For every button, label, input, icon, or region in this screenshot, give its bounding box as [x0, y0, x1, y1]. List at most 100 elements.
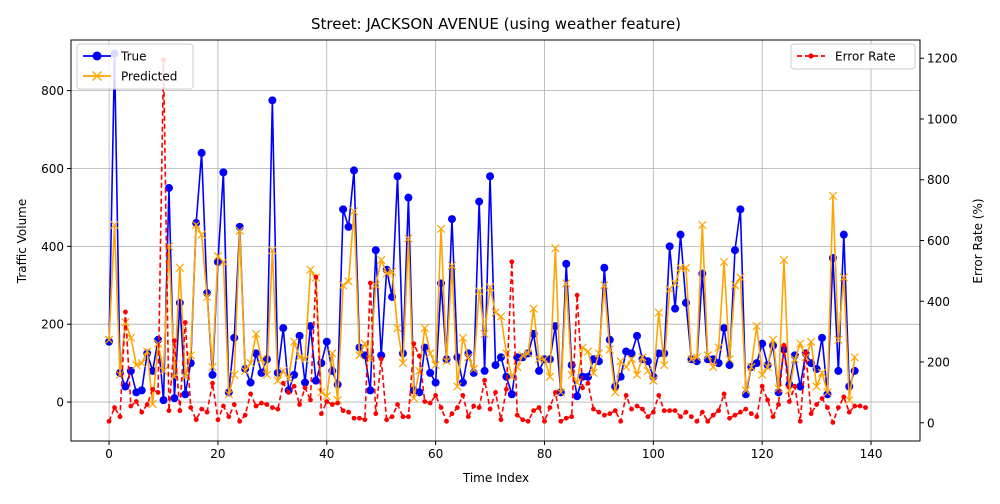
- data-point: [730, 281, 740, 290]
- data-point: [393, 172, 402, 181]
- data-point: [377, 351, 386, 360]
- data-point: [687, 355, 696, 364]
- data-point: [202, 292, 212, 302]
- data-point: [458, 333, 468, 343]
- data-point: [433, 393, 439, 398]
- data-point: [846, 409, 852, 415]
- data-point: [828, 191, 838, 200]
- data-point: [269, 405, 275, 410]
- data-point: [502, 349, 511, 358]
- data-point: [465, 414, 471, 420]
- data-point: [170, 394, 179, 403]
- data-point: [480, 329, 489, 339]
- data-point: [393, 323, 402, 333]
- data-point: [710, 412, 716, 418]
- data-point: [819, 396, 825, 401]
- data-point: [279, 366, 288, 376]
- data-point: [404, 234, 413, 243]
- y-tick-label: 0: [56, 396, 64, 410]
- data-point: [721, 391, 727, 397]
- data-point: [302, 385, 308, 391]
- data-point: [235, 222, 244, 231]
- data-point: [627, 349, 636, 358]
- data-point: [387, 267, 397, 276]
- data-point: [694, 418, 700, 424]
- data-point: [458, 378, 467, 387]
- data-point: [306, 322, 315, 331]
- y-tick-label: 600: [41, 162, 64, 176]
- data-point: [768, 335, 778, 345]
- data-point: [569, 414, 575, 420]
- data-point: [563, 415, 569, 421]
- data-point: [605, 345, 615, 354]
- data-point: [834, 335, 843, 345]
- data-point: [289, 337, 299, 346]
- data-point: [175, 263, 185, 272]
- data-point: [830, 420, 836, 425]
- data-point: [251, 329, 261, 339]
- chart-title: Street: JACKSON AVENUE (using weather fe…: [311, 15, 681, 33]
- y-tick-label: 800: [41, 84, 64, 98]
- data-point: [650, 409, 656, 415]
- data-point: [551, 244, 560, 253]
- data-point: [177, 408, 183, 414]
- data-point: [547, 405, 553, 410]
- x-tick-label: 140: [860, 447, 883, 461]
- data-point: [357, 415, 362, 421]
- data-point: [226, 414, 232, 420]
- data-point: [306, 265, 315, 274]
- data-point: [823, 388, 832, 397]
- data-point: [542, 418, 547, 424]
- y-axis-label: Traffic Volume: [15, 199, 29, 285]
- data-point: [290, 370, 299, 379]
- data-point: [144, 402, 150, 407]
- data-point: [268, 96, 277, 105]
- data-point: [601, 412, 607, 418]
- data-point: [703, 351, 712, 360]
- data-point: [373, 411, 379, 417]
- y-axis-ticks: 0 200 400 600 800: [41, 84, 71, 410]
- data-point: [589, 368, 598, 378]
- data-point: [573, 392, 582, 401]
- data-point: [656, 393, 662, 398]
- data-point: [629, 406, 634, 412]
- data-point: [240, 366, 250, 376]
- data-point: [420, 323, 429, 333]
- data-point: [426, 368, 435, 377]
- data-point: [585, 380, 591, 386]
- data-point: [754, 414, 760, 420]
- data-point: [128, 403, 134, 409]
- data-point: [491, 361, 500, 370]
- data-point: [117, 414, 123, 420]
- legend-error-marker: [808, 53, 814, 59]
- data-point: [727, 415, 732, 421]
- data-point: [600, 263, 609, 272]
- data-point: [208, 362, 217, 372]
- data-point: [741, 390, 750, 399]
- data-point: [186, 351, 195, 360]
- data-point: [219, 257, 228, 267]
- data-point: [705, 418, 711, 424]
- data-point: [796, 339, 805, 348]
- data-point: [779, 255, 789, 265]
- data-point: [148, 399, 157, 409]
- data-point: [790, 355, 800, 364]
- data-point: [350, 166, 358, 175]
- data-point: [123, 309, 128, 315]
- data-point: [774, 384, 783, 393]
- data-point: [291, 383, 297, 389]
- data-point: [806, 337, 816, 346]
- data-point: [427, 400, 433, 406]
- legend-predicted-marker: [92, 71, 102, 81]
- data-point: [487, 406, 493, 412]
- data-point: [166, 408, 172, 414]
- data-point: [605, 335, 614, 344]
- data-point: [112, 405, 117, 410]
- data-point: [329, 402, 335, 407]
- data-point: [264, 402, 270, 407]
- x-tick-label: 0: [105, 447, 113, 461]
- data-point: [460, 393, 466, 398]
- data-point: [850, 353, 859, 362]
- data-point: [732, 412, 738, 418]
